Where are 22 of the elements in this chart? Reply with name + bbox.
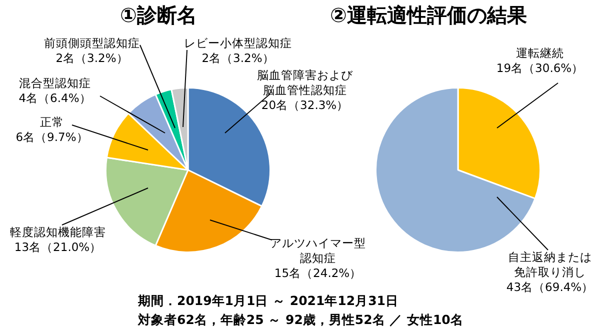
data-label: 13名（21.0%） <box>14 240 102 254</box>
data-label: 43名（69.4%） <box>506 280 594 294</box>
data-label: 19名（30.6%） <box>496 60 584 75</box>
slice-label: アルツハイマー型認知症 <box>270 236 366 265</box>
slice-label: 正常 <box>40 114 64 129</box>
text: 期間．2019年1月1日 ～ 2021年12月31日 <box>138 292 400 310</box>
slice-label: レビー小体型認知症 <box>184 36 292 50</box>
slice-label: 前頭側頭型認知症 <box>44 36 140 50</box>
data-label: 2名（3.2%） <box>202 50 274 65</box>
chart-title: ①診断名 <box>120 2 197 29</box>
slice-label: 脳血管障害および脳血管性認知症 <box>257 68 354 97</box>
data-label: 2名（3.2%） <box>56 50 128 65</box>
slice-label: 混合型認知症 <box>19 76 91 90</box>
chart-title: ②運転適性評価の結果 <box>330 2 527 29</box>
data-label: 20名（32.3%） <box>261 98 349 112</box>
slice-label: 軽度認知機能障害 <box>10 224 106 239</box>
text: 対象者62名，年齢25 ～ 92歳，男性52名 ／ 女性10名 <box>138 311 464 329</box>
slice-label: 運転継続 <box>516 46 564 60</box>
data-label: 15名（24.2%） <box>274 266 362 280</box>
data-label: 4名（6.4%） <box>18 90 92 105</box>
data-label: 6名（9.7%） <box>16 130 88 144</box>
slice-label: 自主返納または免許取り消し <box>508 250 592 279</box>
